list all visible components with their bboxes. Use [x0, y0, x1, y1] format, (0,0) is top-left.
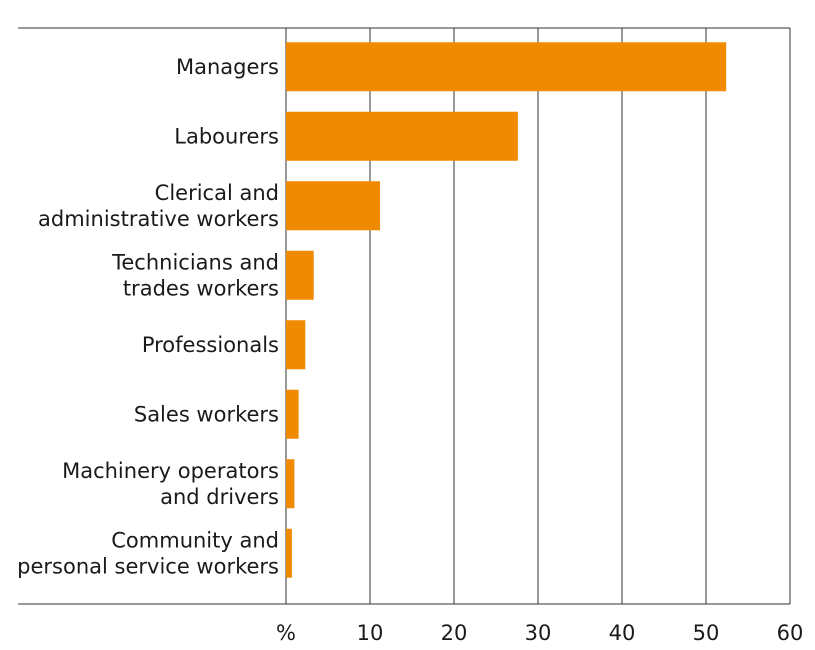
category-label-line: and drivers: [160, 485, 279, 509]
category-label-line: Machinery operators: [62, 459, 279, 483]
category-label-line: Professionals: [142, 333, 279, 357]
x-tick-label: 10: [357, 621, 384, 645]
bar: [286, 181, 381, 231]
category-label-line: Clerical and: [155, 181, 279, 205]
bar: [286, 111, 518, 161]
category-label-line: administrative workers: [38, 207, 279, 231]
category-label-line: Managers: [176, 55, 279, 79]
bar: [286, 528, 292, 578]
x-tick-label: %: [276, 621, 296, 645]
bar: [286, 459, 295, 509]
category-label: Managers: [176, 55, 279, 79]
category-label: Technicians and trades workers: [111, 250, 279, 300]
category-label: Sales workers: [134, 402, 279, 426]
x-tick-label: 30: [525, 621, 552, 645]
category-labels: Managers Labourers Clerical and administrat…: [17, 55, 279, 579]
category-label: Machinery operators and drivers: [62, 459, 279, 509]
category-label-line: trades workers: [123, 276, 279, 300]
category-label-line: Technicians and: [111, 250, 279, 274]
x-tick-label: 40: [609, 621, 636, 645]
x-tick-label: 60: [777, 621, 804, 645]
category-label-line: Labourers: [174, 124, 279, 148]
x-tick-label: 50: [693, 621, 720, 645]
axis-layer: [18, 27, 790, 605]
x-tick-labels: % 10 20 30 40 50 60: [276, 621, 803, 645]
category-label-line: personal service workers: [17, 554, 279, 578]
bar: [286, 42, 727, 92]
category-label: Clerical and administrative workers: [38, 181, 279, 231]
category-label: Professionals: [142, 333, 279, 357]
bar: [286, 250, 314, 300]
category-label: Community and personal service workers: [17, 528, 279, 578]
bar-layer: [286, 42, 727, 578]
x-tick-label: 20: [441, 621, 468, 645]
category-label: Labourers: [174, 124, 279, 148]
bar: [286, 389, 299, 439]
bar: [286, 320, 306, 370]
category-label-line: Community and: [111, 528, 279, 552]
category-label-line: Sales workers: [134, 402, 279, 426]
